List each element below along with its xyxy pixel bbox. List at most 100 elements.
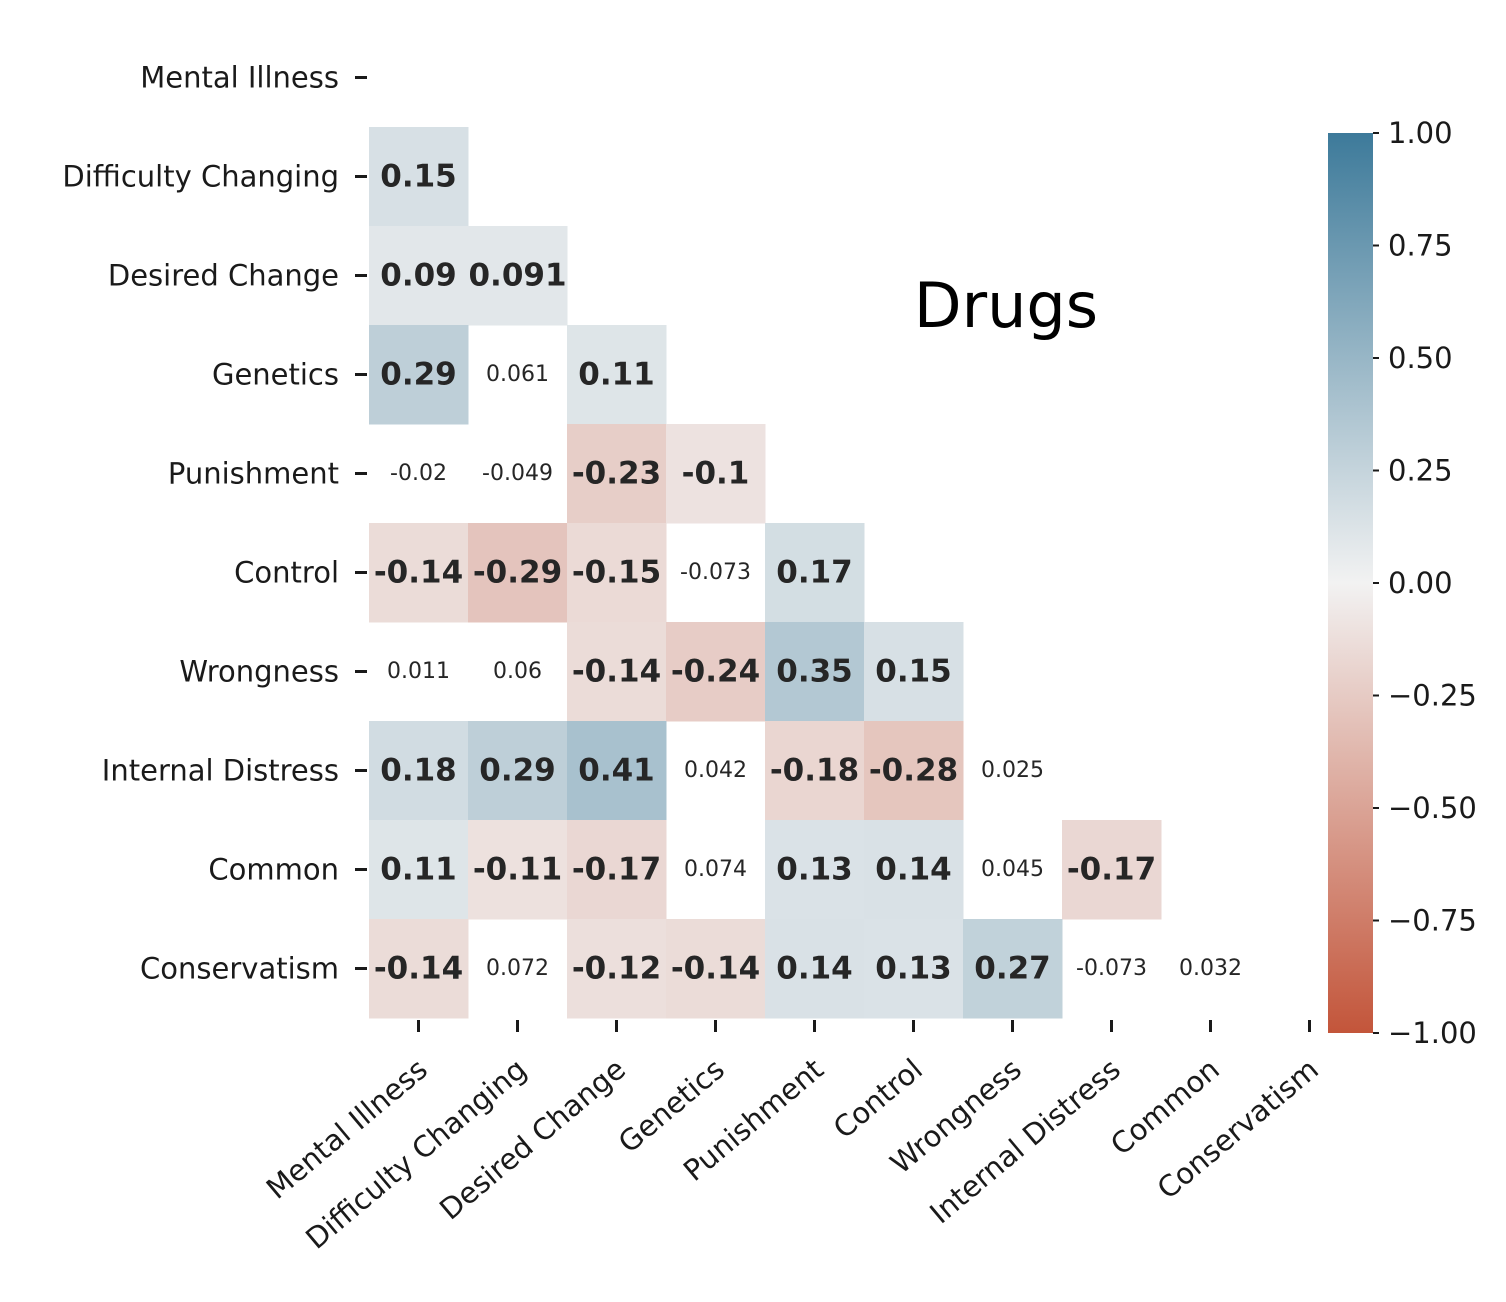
heatmap-cell: [567, 325, 667, 425]
cell-value-label: -0.073: [680, 560, 751, 585]
heatmap-cell: [369, 919, 469, 1019]
heatmap-cell: [468, 721, 568, 821]
cell-value-label: -0.049: [482, 461, 553, 486]
heatmap-cell: [666, 622, 766, 722]
cell-value-label: 0.29: [380, 357, 457, 393]
heatmap-cell: [567, 721, 667, 821]
cell-value-label: 0.061: [486, 362, 549, 387]
cell-value-label: 0.11: [578, 357, 655, 393]
heatmap-cell: [864, 622, 964, 722]
heatmap-cell: [369, 127, 469, 227]
heatmap-cell: [864, 820, 964, 920]
cell-value-label: 0.072: [486, 956, 549, 981]
chart-title: Drugs: [914, 269, 1098, 342]
colorbar-tick-label: 0.50: [1388, 341, 1453, 375]
colorbar: 1.00 0.75 0.50 0.25 0.00 −0.25 −0.50 −0.75 −1.00: [1328, 116, 1477, 1050]
colorbar-tick-label: −1.00: [1388, 1016, 1477, 1050]
heatmap-cell: [765, 622, 865, 722]
colorbar-tick-label: 0.25: [1388, 454, 1453, 488]
heatmap-cell: [468, 226, 568, 326]
y-tick-label: Common: [208, 853, 339, 887]
cell-value-label: 0.27: [974, 951, 1051, 987]
heatmap-cell: [369, 523, 469, 623]
cell-value-label: -0.1: [682, 456, 750, 492]
heatmap-cell: [468, 820, 568, 920]
colorbar-tick-label: −0.50: [1388, 791, 1477, 825]
cell-value-label: 0.15: [875, 654, 952, 690]
heatmap-cell: [666, 424, 766, 524]
cell-value-label: -0.17: [1067, 852, 1156, 888]
cell-value-label: 0.045: [981, 857, 1044, 882]
heatmap-cell: [864, 721, 964, 821]
colorbar-tick-label: 0.00: [1388, 566, 1453, 600]
cell-value-label: 0.042: [684, 758, 747, 783]
colorbar-tick-label: 1.00: [1388, 116, 1453, 150]
cell-value-label: -0.14: [374, 555, 463, 591]
colorbar-gradient: [1328, 133, 1373, 1033]
y-tick-label: Mental Illness: [140, 61, 339, 95]
cell-value-label: 0.13: [776, 852, 853, 888]
cell-value-label: 0.09: [380, 258, 457, 294]
cell-value-label: -0.24: [671, 654, 760, 690]
heatmap-cell: [369, 226, 469, 326]
y-tick-label: Wrongness: [179, 655, 339, 689]
cell-value-label: -0.15: [572, 555, 661, 591]
cell-value-label: 0.15: [380, 159, 457, 195]
y-tick-label: Internal Distress: [102, 754, 339, 788]
heatmap-cells: 0.15 0.09 0.091 0.29 0.061 0.11 -0.02 -0.049 -0.…: [369, 127, 1242, 1019]
cell-value-label: -0.14: [671, 951, 760, 987]
heatmap-cell: [567, 919, 667, 1019]
heatmap-cell: [567, 820, 667, 920]
cell-value-label: 0.032: [1179, 956, 1242, 981]
y-tick-label: Conservatism: [140, 952, 339, 986]
heatmap-cell: [369, 325, 469, 425]
cell-value-label: 0.14: [875, 852, 952, 888]
y-tick-label: Genetics: [212, 358, 339, 392]
cell-value-label: 0.11: [380, 852, 457, 888]
heatmap-cell: [963, 919, 1063, 1019]
heatmap-cell: [567, 523, 667, 623]
y-tick-label: Punishment: [168, 457, 339, 491]
cell-value-label: 0.091: [468, 258, 566, 294]
cell-value-label: -0.23: [572, 456, 661, 492]
colorbar-ticks: 1.00 0.75 0.50 0.25 0.00 −0.25 −0.50 −0.75 −1.00: [1373, 116, 1477, 1050]
cell-value-label: -0.14: [572, 654, 661, 690]
heatmap-cell: [567, 622, 667, 722]
y-axis-labels: Mental Illness Difficulty Changing Desired…: [62, 61, 367, 986]
cell-value-label: 0.29: [479, 753, 556, 789]
cell-value-label: 0.17: [776, 555, 853, 591]
y-tick-label: Difficulty Changing: [62, 160, 339, 194]
cell-value-label: -0.14: [374, 951, 463, 987]
cell-value-label: -0.18: [770, 753, 859, 789]
cell-value-label: -0.02: [390, 461, 447, 486]
y-tick-label: Control: [234, 556, 339, 590]
colorbar-tick-label: −0.75: [1388, 904, 1477, 938]
heatmap-cell: [666, 919, 766, 1019]
heatmap-cell: [468, 523, 568, 623]
cell-value-label: 0.41: [578, 753, 655, 789]
cell-value-label: 0.13: [875, 951, 952, 987]
cell-value-label: 0.18: [380, 753, 457, 789]
cell-value-label: 0.14: [776, 951, 853, 987]
colorbar-tick-label: −0.25: [1388, 679, 1477, 713]
cell-value-label: -0.11: [473, 852, 562, 888]
cell-value-label: -0.073: [1076, 956, 1147, 981]
heatmap-cell: [369, 820, 469, 920]
heatmap-cell: [765, 523, 865, 623]
heatmap-cell: [864, 919, 964, 1019]
cell-value-label: -0.28: [869, 753, 958, 789]
cell-value-label: -0.29: [473, 555, 562, 591]
colorbar-tick-label: 0.75: [1388, 229, 1453, 263]
cell-value-label: -0.17: [572, 852, 661, 888]
cell-value-label: 0.06: [493, 659, 542, 684]
cell-value-label: 0.011: [387, 659, 450, 684]
cell-value-label: -0.12: [572, 951, 661, 987]
heatmap-cell: [567, 424, 667, 524]
y-tick-label: Desired Change: [108, 259, 339, 293]
cell-value-label: 0.025: [981, 758, 1044, 783]
cell-value-label: 0.35: [776, 654, 853, 690]
heatmap-cell: [765, 919, 865, 1019]
cell-value-label: 0.074: [684, 857, 747, 882]
